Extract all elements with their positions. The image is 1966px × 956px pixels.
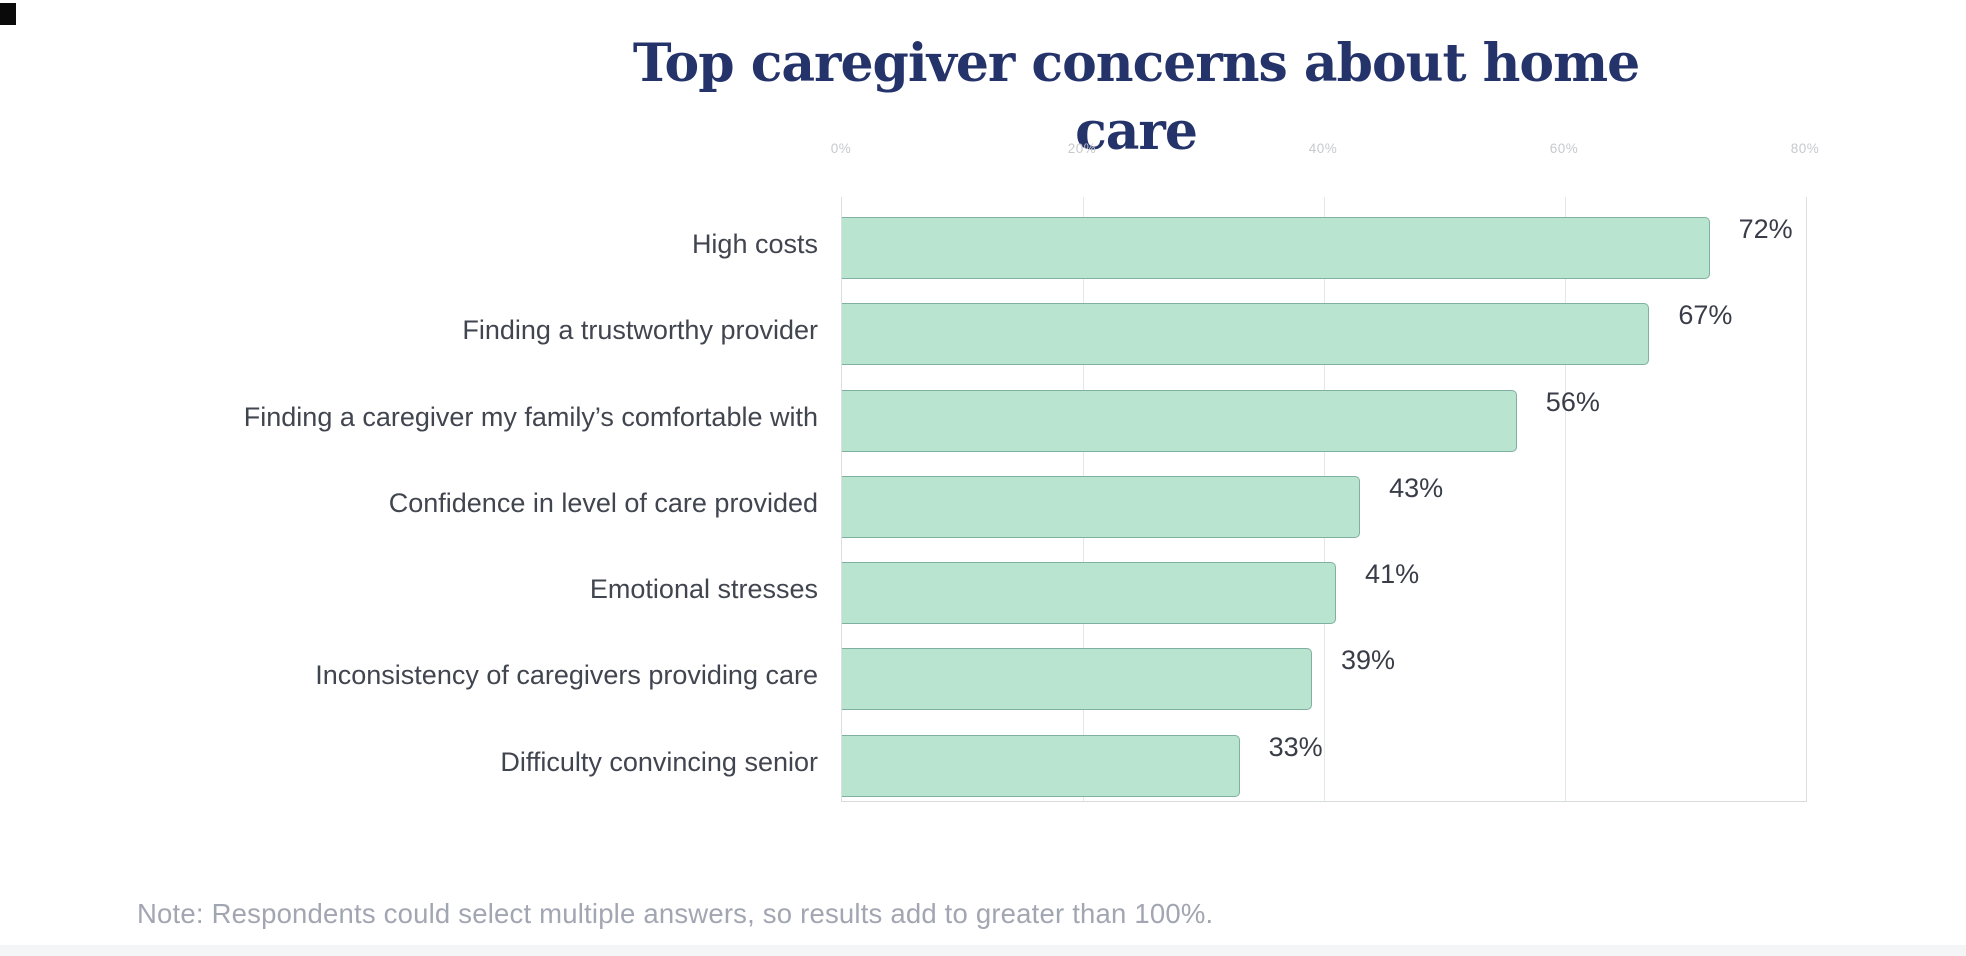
corner-artifact bbox=[0, 3, 16, 25]
bar-4 bbox=[842, 475, 1361, 538]
category-label-row: Inconsistency of caregivers providing ca… bbox=[0, 628, 818, 714]
x-tick-label: 80% bbox=[1790, 141, 1820, 156]
bar-1 bbox=[842, 217, 1710, 279]
category-label: Emotional stresses bbox=[589, 574, 818, 605]
bar-2 bbox=[842, 303, 1650, 366]
value-label: 43% bbox=[1389, 472, 1444, 503]
x-tick-label: 60% bbox=[1549, 141, 1579, 156]
category-label-row: Difficulty convincing senior bbox=[0, 715, 818, 801]
value-label: 41% bbox=[1365, 559, 1420, 590]
value-label: 33% bbox=[1268, 731, 1323, 762]
x-tick-label: 40% bbox=[1308, 141, 1338, 156]
bar-row: 56% bbox=[842, 370, 1806, 456]
footnote: Note: Respondents could select multiple … bbox=[137, 898, 1214, 929]
category-label: Finding a caregiver my family’s comforta… bbox=[243, 401, 818, 432]
value-label: 39% bbox=[1340, 645, 1395, 676]
bar-row: 41% bbox=[842, 542, 1806, 628]
value-label: 67% bbox=[1678, 300, 1733, 331]
x-tick-label: 0% bbox=[830, 141, 852, 156]
bar-row: 67% bbox=[842, 283, 1806, 369]
bar-7 bbox=[842, 734, 1240, 797]
bar-row: 72% bbox=[842, 197, 1806, 283]
value-label: 56% bbox=[1545, 386, 1600, 417]
bottom-strip bbox=[0, 945, 1966, 956]
category-label-row: Confidence in level of care provided bbox=[0, 456, 818, 542]
bar-row: 39% bbox=[842, 628, 1806, 714]
bar-5 bbox=[842, 562, 1337, 625]
category-label: Finding a trustworthy provider bbox=[462, 315, 818, 346]
category-label-row: High costs bbox=[0, 197, 818, 283]
bar-6 bbox=[842, 648, 1312, 711]
category-label-row: Emotional stresses bbox=[0, 542, 818, 628]
category-label: Confidence in level of care provided bbox=[388, 487, 818, 518]
x-tick-label: 20% bbox=[1067, 141, 1097, 156]
gridline bbox=[1565, 197, 1566, 801]
category-labels-column: High costs Finding a trustworthy provider… bbox=[0, 197, 818, 801]
category-label: High costs bbox=[691, 229, 818, 260]
category-label-row: Finding a caregiver my family’s comforta… bbox=[0, 370, 818, 456]
category-label-row: Finding a trustworthy provider bbox=[0, 283, 818, 369]
bar-row: 43% bbox=[842, 456, 1806, 542]
x-axis-tick-labels: 0% 20% 40% 60% 80% bbox=[0, 141, 1966, 159]
category-label: Inconsistency of caregivers providing ca… bbox=[315, 660, 818, 691]
chart-title: Top caregiver concerns about home care bbox=[632, 33, 1640, 162]
plot-area: 72% 67% 56% 43% 41% 39% 33% bbox=[841, 197, 1807, 802]
category-label: Difficulty convincing senior bbox=[500, 746, 818, 777]
bar-3 bbox=[842, 389, 1517, 452]
value-label: 72% bbox=[1738, 214, 1793, 244]
bar-row: 33% bbox=[842, 715, 1806, 801]
